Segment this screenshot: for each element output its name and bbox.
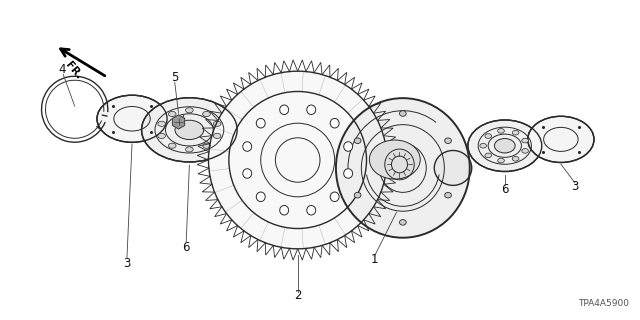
- Ellipse shape: [158, 133, 166, 139]
- Ellipse shape: [203, 111, 211, 116]
- Ellipse shape: [209, 71, 387, 249]
- Ellipse shape: [435, 150, 472, 185]
- Ellipse shape: [141, 98, 237, 162]
- Ellipse shape: [480, 143, 486, 148]
- Ellipse shape: [522, 138, 529, 143]
- Ellipse shape: [344, 142, 353, 151]
- Ellipse shape: [203, 143, 211, 148]
- Ellipse shape: [445, 138, 451, 143]
- Ellipse shape: [498, 158, 504, 163]
- Ellipse shape: [399, 111, 406, 116]
- Text: 5: 5: [171, 71, 179, 84]
- Ellipse shape: [243, 142, 252, 151]
- Ellipse shape: [512, 156, 519, 161]
- Ellipse shape: [280, 205, 289, 215]
- Ellipse shape: [468, 120, 541, 172]
- Ellipse shape: [307, 105, 316, 115]
- Ellipse shape: [213, 121, 221, 126]
- Ellipse shape: [280, 105, 289, 115]
- Ellipse shape: [330, 192, 339, 202]
- Ellipse shape: [498, 129, 504, 133]
- Ellipse shape: [168, 143, 176, 148]
- Ellipse shape: [330, 118, 339, 128]
- Ellipse shape: [158, 121, 166, 126]
- Ellipse shape: [97, 95, 167, 142]
- Text: 4: 4: [58, 63, 66, 76]
- Polygon shape: [172, 115, 184, 129]
- Text: FR.: FR.: [63, 60, 83, 81]
- Ellipse shape: [355, 192, 361, 198]
- Ellipse shape: [512, 130, 519, 135]
- Ellipse shape: [528, 116, 594, 163]
- Ellipse shape: [336, 98, 470, 238]
- Ellipse shape: [186, 147, 193, 152]
- Ellipse shape: [522, 148, 529, 153]
- Ellipse shape: [399, 220, 406, 225]
- Ellipse shape: [175, 120, 204, 140]
- Ellipse shape: [485, 153, 492, 158]
- Text: 3: 3: [124, 257, 131, 269]
- Ellipse shape: [168, 111, 176, 116]
- Ellipse shape: [485, 134, 492, 138]
- Text: TPA4A5900: TPA4A5900: [578, 299, 629, 308]
- Ellipse shape: [369, 140, 420, 179]
- Ellipse shape: [355, 138, 361, 143]
- Ellipse shape: [256, 118, 265, 128]
- Ellipse shape: [243, 169, 252, 178]
- Text: 6: 6: [182, 241, 190, 254]
- Ellipse shape: [495, 139, 515, 153]
- Ellipse shape: [307, 205, 316, 215]
- Text: 6: 6: [501, 183, 509, 196]
- Text: 2: 2: [294, 289, 301, 302]
- Ellipse shape: [445, 192, 451, 198]
- Ellipse shape: [186, 108, 193, 113]
- Text: 3: 3: [572, 180, 579, 194]
- Ellipse shape: [344, 169, 353, 178]
- Text: 1: 1: [371, 253, 378, 267]
- Ellipse shape: [256, 192, 265, 202]
- Ellipse shape: [213, 133, 221, 139]
